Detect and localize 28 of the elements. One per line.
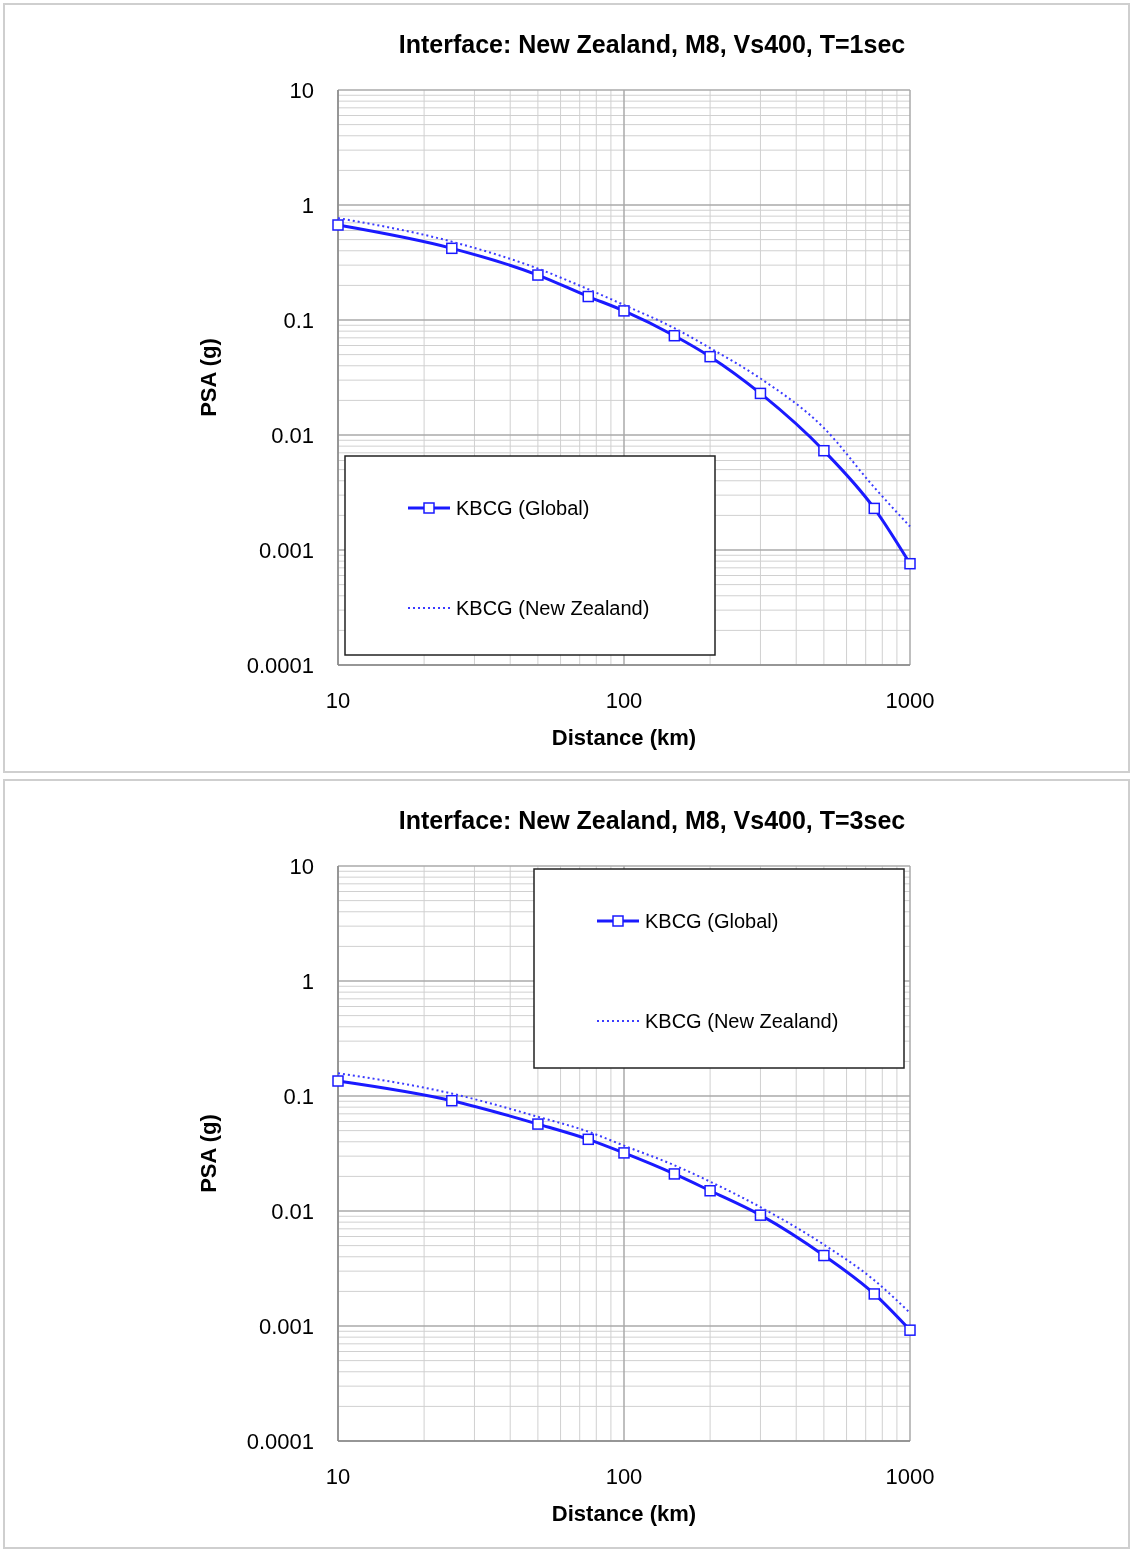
x-tick-label: 1000	[885, 688, 935, 713]
x-tick-label: 100	[605, 1464, 643, 1489]
x-tick-label: 10	[325, 1464, 351, 1489]
y-tick-label: 0.001	[258, 1314, 314, 1339]
y-tick-label: 10	[289, 854, 314, 879]
chart-title: Interface: New Zealand, M8, Vs400, T=3sec	[398, 806, 906, 834]
legend-label: KBCG (Global)	[456, 497, 590, 519]
y-tick-label: 0.01	[271, 1199, 314, 1224]
legend-label: KBCG (New Zealand)	[456, 597, 650, 619]
y-tick-label: 1	[301, 193, 314, 218]
y-tick-label: 0.1	[283, 308, 314, 333]
y-tick-label: 0.0001	[246, 1429, 314, 1454]
chart-title: Interface: New Zealand, M8, Vs400, T=1sec	[398, 30, 906, 58]
x-tick-label: 10	[325, 688, 351, 713]
legend-label: KBCG (New Zealand)	[645, 1010, 839, 1032]
y-tick-label: 0.0001	[246, 653, 314, 678]
y-tick-label: 0.001	[258, 538, 314, 563]
y-tick-label: 0.01	[271, 423, 314, 448]
y-axis-title: PSA (g)	[196, 1114, 221, 1193]
x-axis-title: Distance (km)	[551, 725, 697, 750]
y-tick-label: 0.1	[283, 1084, 314, 1109]
x-tick-label: 1000	[885, 1464, 935, 1489]
y-axis-title: PSA (g)	[196, 338, 221, 417]
y-tick-label: 10	[289, 78, 314, 103]
legend-label: KBCG (Global)	[645, 910, 779, 932]
y-tick-label: 1	[301, 969, 314, 994]
x-axis-title: Distance (km)	[551, 1501, 697, 1526]
x-tick-label: 100	[605, 688, 643, 713]
